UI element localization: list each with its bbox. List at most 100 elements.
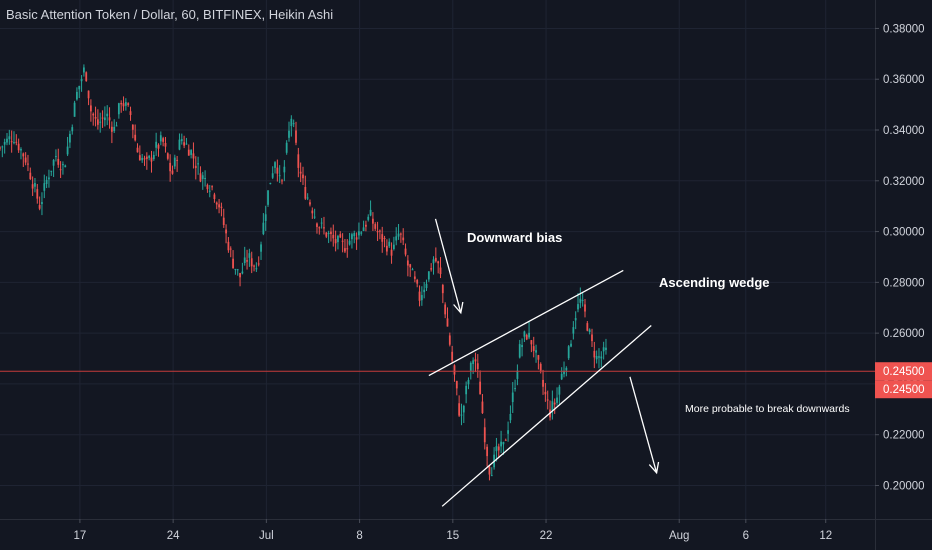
- candle-body: [427, 271, 430, 280]
- candle-body: [437, 261, 440, 264]
- candle-body: [48, 177, 50, 180]
- candle-body: [131, 124, 134, 130]
- candle-body: [241, 271, 244, 274]
- x-tick-label: 6: [743, 530, 749, 542]
- candle-body: [514, 388, 516, 390]
- candle-body: [141, 157, 144, 161]
- candle-body: [339, 234, 342, 238]
- candle-body: [402, 237, 405, 241]
- grid-lines: [0, 0, 875, 519]
- candle-body: [236, 269, 239, 271]
- candle-body: [369, 209, 372, 216]
- candle-body: [269, 182, 272, 185]
- candle-body: [367, 216, 370, 220]
- candle-body: [250, 258, 253, 267]
- candle-body: [441, 285, 444, 294]
- candle-body: [290, 118, 293, 127]
- candle-body: [22, 153, 25, 157]
- candle-body: [197, 163, 200, 165]
- candle-body: [528, 332, 530, 338]
- candle-body: [416, 279, 419, 284]
- candle-body: [99, 121, 102, 123]
- candle-body: [458, 403, 461, 416]
- candle-body: [490, 475, 493, 477]
- candle-body: [115, 125, 118, 127]
- candle-body: [563, 371, 565, 375]
- candle-body: [138, 155, 141, 161]
- candle-body: [27, 163, 29, 165]
- candle-body: [152, 154, 155, 160]
- candle-body: [465, 385, 468, 395]
- candle-body: [45, 179, 48, 184]
- y-tick-label: 0.30000: [883, 227, 925, 239]
- candle-body: [325, 232, 328, 237]
- candle-body: [248, 253, 251, 258]
- candle-body: [448, 335, 451, 345]
- candle-body: [83, 67, 85, 73]
- candle-body: [176, 159, 179, 161]
- x-tick-label: 22: [540, 530, 553, 542]
- candle-body: [474, 359, 477, 362]
- candle-body: [579, 298, 582, 303]
- candle-body: [208, 190, 211, 192]
- candle-body: [577, 304, 579, 310]
- candle-body: [434, 257, 437, 262]
- y-tick-label: 0.28000: [883, 277, 925, 289]
- y-tick-label: 0.34000: [883, 125, 925, 137]
- candle-body: [292, 123, 295, 125]
- trend-drawings: [428, 218, 660, 507]
- x-tick-label: 24: [167, 530, 180, 542]
- candle-body: [299, 171, 302, 174]
- candle-body: [453, 365, 456, 375]
- candle-body: [504, 439, 507, 441]
- candle-body: [551, 401, 554, 411]
- downward-bias-arrow: [434, 218, 462, 313]
- candle-body: [509, 413, 512, 421]
- candle-body: [274, 162, 276, 168]
- candle-body: [378, 230, 381, 232]
- candle-body: [572, 327, 575, 334]
- candle-body: [24, 157, 27, 163]
- candle-body: [446, 318, 449, 327]
- candle-body: [166, 153, 169, 159]
- wedge-upper-line: [428, 269, 624, 377]
- candle-body: [418, 291, 421, 301]
- candle-body: [574, 318, 577, 321]
- candle-body: [66, 146, 69, 155]
- candle-body: [264, 214, 267, 221]
- candle-body: [0, 147, 1, 149]
- candle-body: [271, 173, 274, 178]
- candle-body: [602, 347, 605, 352]
- candle-body: [595, 356, 598, 360]
- candle-body: [388, 241, 391, 247]
- candle-body: [288, 130, 290, 138]
- candle-body: [399, 233, 402, 235]
- candle-body: [55, 156, 57, 158]
- candle-body: [451, 351, 454, 361]
- candle-body: [439, 267, 442, 275]
- candle-body: [455, 380, 458, 389]
- candle-body: [444, 304, 447, 315]
- candle-body: [486, 446, 489, 457]
- candle-body: [584, 304, 586, 312]
- candle-body: [260, 244, 262, 252]
- wedge-lower-line: [441, 325, 652, 507]
- price-tag-bg: [875, 380, 932, 399]
- candle-body: [507, 430, 509, 434]
- candle-body: [560, 373, 563, 380]
- candle-body: [89, 105, 92, 112]
- candle-body: [162, 138, 165, 142]
- candle-body: [327, 232, 330, 235]
- candle-body: [537, 355, 540, 360]
- candle-body: [213, 194, 216, 200]
- candle-body: [117, 103, 120, 115]
- candle-body: [173, 157, 176, 167]
- candle-body: [229, 248, 232, 250]
- break-down-arrow: [629, 376, 658, 473]
- candle-body: [411, 269, 414, 271]
- candle-body: [518, 344, 521, 358]
- candle-body: [311, 210, 314, 214]
- candle-body: [78, 85, 81, 90]
- candle-body: [62, 164, 64, 166]
